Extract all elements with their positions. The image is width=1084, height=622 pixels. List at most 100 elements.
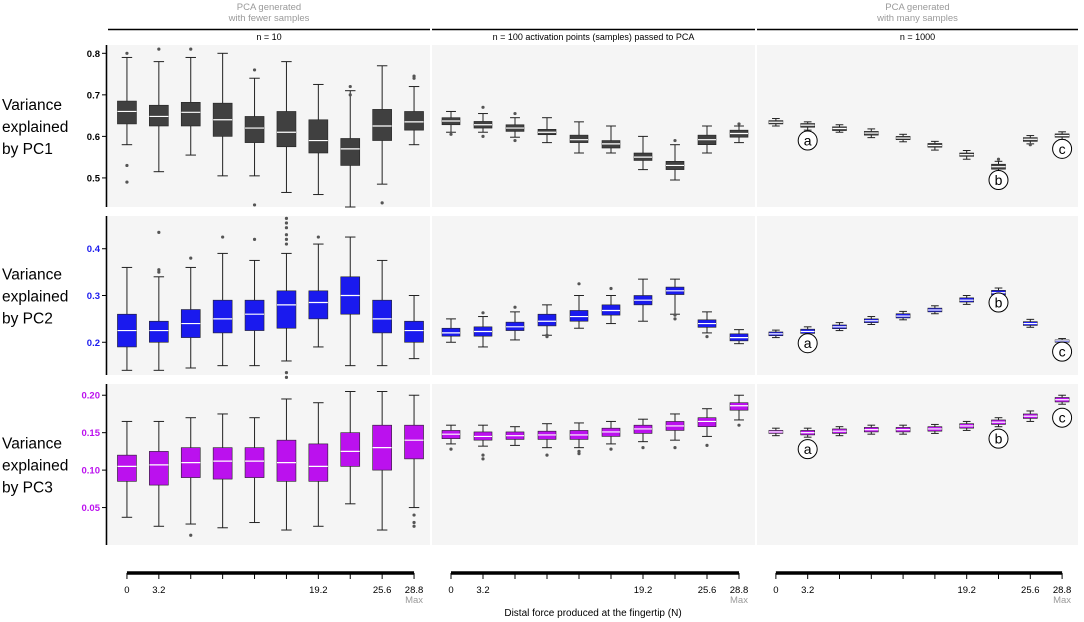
box-r3-c3-4: [863, 424, 879, 435]
box-iqr: [308, 119, 329, 154]
row-label: explained: [2, 119, 68, 136]
outlier-point: [412, 513, 416, 517]
box-r3-c2-9: [697, 408, 717, 448]
box-iqr: [149, 104, 169, 127]
annotation-a: a: [797, 439, 818, 460]
x-tick-label: 0: [773, 585, 778, 596]
box-r3-c2-10: [729, 394, 749, 427]
box-r3-c2-5: [569, 422, 589, 456]
outlier-point: [449, 447, 453, 451]
outlier-point: [577, 282, 581, 286]
annotation-b: b: [988, 170, 1009, 190]
annotation-c: c: [1052, 407, 1073, 428]
x-tick-label: 28.8: [1053, 585, 1072, 596]
row-label: explained: [2, 289, 68, 306]
y-tick-label: 0.6: [87, 132, 100, 143]
box-r1-c1-7: [308, 83, 329, 196]
box-iqr: [404, 424, 424, 460]
outlier-point: [284, 226, 289, 230]
box-r2-c1-7: [308, 235, 329, 348]
box-r1-c3-4: [863, 128, 879, 139]
outlier-point: [125, 163, 129, 168]
box-r3-c3-8: [991, 417, 1006, 428]
box-r3-c3-9: [1022, 410, 1038, 422]
box-r1-c2-3: [505, 111, 525, 143]
box-iqr: [276, 290, 297, 329]
x-max-label: Max: [730, 595, 748, 606]
outlier-point: [737, 122, 741, 126]
box-r3-c1-3: [180, 417, 201, 537]
box-r1-c2-1: [441, 110, 461, 136]
box-r3-c1-4: [212, 413, 233, 529]
box-r3-c1-1: [117, 420, 137, 518]
outlier-point: [412, 524, 416, 528]
outlier-point: [449, 132, 453, 136]
box-r2-c3-7: [959, 295, 974, 305]
outlier-point: [481, 453, 485, 457]
outlier-point: [412, 76, 416, 80]
panel-background-r2-c1: [108, 216, 430, 375]
box-r1-c2-10: [729, 122, 749, 144]
column-header-label: n = 1000: [900, 32, 935, 42]
outlier-point: [513, 305, 517, 309]
x-tick-label: 28.8: [730, 585, 749, 596]
box-r1-c1-1: [117, 51, 137, 184]
box-r1-c3-7: [959, 150, 974, 160]
annotation-circle: [988, 292, 1009, 313]
outlier-point: [545, 335, 549, 339]
box-r1-c1-2: [149, 47, 169, 173]
x-tick-label: 19.2: [309, 585, 328, 596]
outlier-point: [481, 457, 485, 461]
outlier-point: [577, 449, 581, 453]
box-r2-c1-9: [372, 259, 392, 367]
box-iqr: [372, 299, 392, 334]
box-iqr: [244, 116, 265, 143]
box-r3-c2-4: [537, 423, 557, 457]
outlier-point: [252, 68, 257, 72]
row-label: by PC3: [2, 480, 53, 497]
annotation-letter: c: [1059, 141, 1066, 157]
outlier-point: [284, 221, 289, 225]
box-iqr: [372, 109, 392, 141]
box-iqr: [729, 402, 749, 411]
box-r1-c3-1: [768, 118, 784, 127]
outlier-point: [705, 335, 709, 339]
outlier-point: [673, 313, 677, 317]
x-tick-label: 28.8: [405, 585, 424, 596]
box-iqr: [276, 439, 297, 482]
outlier-point: [125, 180, 129, 184]
annotation-circle: [1052, 407, 1073, 428]
box-r2-c2-2: [473, 311, 493, 348]
outlier-point: [189, 533, 193, 537]
box-iqr: [149, 451, 169, 486]
annotation-letter: b: [995, 172, 1003, 188]
box-r1-c1-6: [276, 61, 297, 193]
annotation-circle: [988, 170, 1009, 190]
box-r2-c3-6: [927, 305, 943, 315]
box-r1-c3-6: [927, 140, 943, 151]
box-r2-c3-4: [863, 316, 879, 325]
box-r2-c3-9: [1022, 318, 1038, 328]
box-r2-c2-7: [633, 278, 653, 322]
y-tick-label: 0.15: [82, 428, 101, 439]
box-r3-c3-2: [800, 427, 815, 438]
panel-background-r3-c3: [757, 384, 1078, 545]
box-r2-c1-6: [276, 216, 297, 379]
x-tick-label: 19.2: [634, 585, 653, 596]
annotation-letter: a: [804, 441, 812, 457]
outlier-point: [189, 47, 193, 51]
y-tick-label: 0.3: [87, 291, 100, 302]
box-r2-c1-5: [244, 237, 265, 367]
x-tick-label: 19.2: [957, 585, 976, 596]
box-r3-c2-8: [665, 413, 685, 450]
box-r2-c1-10: [404, 295, 424, 360]
outlier-point: [284, 375, 289, 379]
outlier-point: [1028, 143, 1032, 147]
box-iqr: [404, 111, 424, 131]
box-r1-c2-9: [697, 125, 717, 154]
outlier-point: [189, 256, 193, 260]
box-r3-c1-9: [372, 390, 392, 531]
outlier-point: [673, 317, 677, 321]
box-iqr: [537, 313, 557, 327]
